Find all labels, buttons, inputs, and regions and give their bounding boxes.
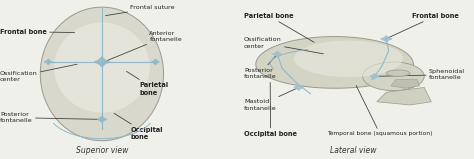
Polygon shape	[256, 37, 413, 88]
Text: Lateral view: Lateral view	[330, 146, 376, 155]
Polygon shape	[381, 36, 392, 42]
Text: Temporal bone (squamous portion): Temporal bone (squamous portion)	[327, 86, 433, 136]
Polygon shape	[294, 85, 303, 90]
Text: Posterior
fontanelle: Posterior fontanelle	[0, 112, 98, 123]
Text: Ossification
center: Ossification center	[0, 64, 77, 82]
Text: Frontal bone: Frontal bone	[385, 13, 459, 39]
Polygon shape	[370, 74, 379, 79]
Text: Frontal bone: Frontal bone	[0, 29, 74, 35]
Polygon shape	[152, 59, 159, 64]
Polygon shape	[97, 117, 107, 122]
Text: Superior view: Superior view	[76, 146, 128, 155]
Ellipse shape	[386, 70, 410, 76]
Text: Posterior
fontanelle: Posterior fontanelle	[244, 55, 277, 79]
Text: Anterior
fontanelle: Anterior fontanelle	[105, 31, 182, 61]
Polygon shape	[377, 87, 431, 105]
Polygon shape	[45, 59, 52, 64]
Polygon shape	[391, 80, 419, 88]
Text: Sphenoidal
fontanelle: Sphenoidal fontanelle	[376, 69, 465, 80]
Ellipse shape	[54, 22, 150, 113]
Text: Ossification
center: Ossification center	[244, 37, 323, 54]
Polygon shape	[94, 57, 109, 67]
Text: Mastoid
fontanelle: Mastoid fontanelle	[244, 88, 297, 111]
Polygon shape	[273, 52, 282, 57]
Text: Occipital
bone: Occipital bone	[114, 113, 163, 140]
Text: Occipital bone: Occipital bone	[244, 83, 297, 137]
Text: Parietal bone: Parietal bone	[244, 13, 314, 42]
Polygon shape	[294, 41, 403, 77]
Text: Parietal
bone: Parietal bone	[127, 71, 169, 96]
Ellipse shape	[363, 62, 424, 91]
Ellipse shape	[40, 7, 164, 141]
Text: Frontal suture: Frontal suture	[106, 5, 175, 16]
